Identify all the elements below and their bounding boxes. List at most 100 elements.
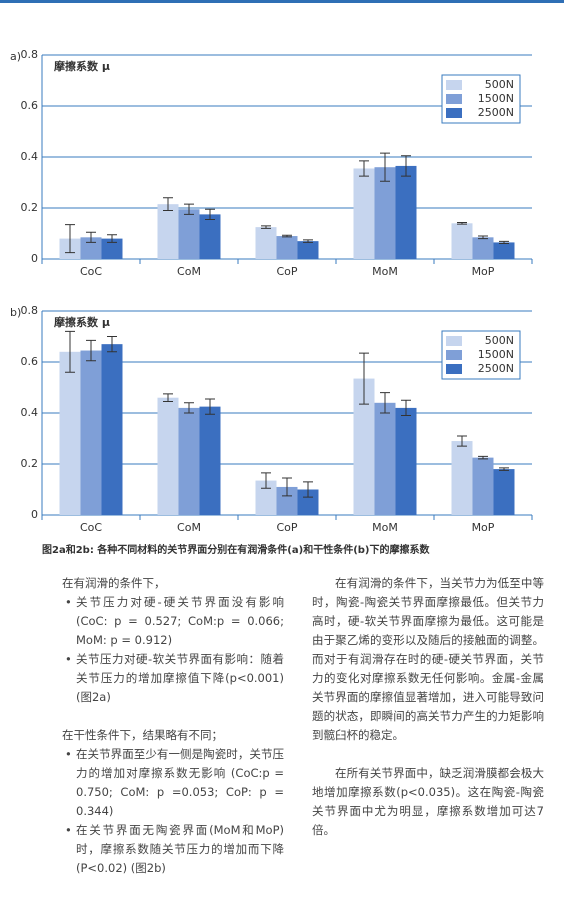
error-bar bbox=[282, 234, 292, 238]
error-bar bbox=[205, 398, 215, 415]
x-tick-label: CoM bbox=[177, 265, 201, 278]
paragraph: 在所有关节界面中，缺乏润滑膜都会极大地增加摩擦系数(p<0.035)。这在陶瓷-… bbox=[312, 766, 544, 837]
bar bbox=[493, 242, 515, 259]
bar bbox=[101, 238, 123, 259]
bar bbox=[80, 350, 102, 515]
legend-label: 1500N bbox=[478, 92, 514, 105]
bar bbox=[80, 237, 102, 259]
bar bbox=[59, 351, 81, 515]
error-bar bbox=[86, 231, 96, 243]
bar bbox=[374, 402, 396, 515]
x-tick-label: CoP bbox=[276, 265, 297, 278]
error-bar bbox=[107, 234, 117, 243]
legend-label: 500N bbox=[485, 334, 514, 347]
y-tick-label: 0.2 bbox=[21, 201, 39, 214]
error-bar bbox=[163, 197, 173, 212]
legend-swatch bbox=[446, 80, 462, 90]
bar bbox=[157, 397, 179, 515]
error-bar bbox=[303, 239, 313, 243]
error-bar bbox=[457, 435, 467, 447]
error-bar bbox=[65, 224, 75, 254]
error-bar bbox=[380, 152, 390, 182]
bar bbox=[395, 407, 417, 515]
bar bbox=[101, 344, 123, 515]
bar bbox=[353, 168, 375, 259]
x-tick-label: CoC bbox=[80, 521, 102, 534]
x-tick-label: MoP bbox=[472, 521, 495, 534]
bullet: 在关节界面无陶瓷界面(MoM和MoP)时，摩擦系数随关节压力的增加而下降(P<0… bbox=[65, 821, 284, 878]
x-tick-label: MoM bbox=[372, 265, 398, 278]
y-tick-label: 0 bbox=[31, 508, 38, 521]
y-axis-label: 摩擦系数 μ bbox=[54, 315, 110, 329]
x-tick-label: CoM bbox=[177, 521, 201, 534]
bar bbox=[255, 227, 277, 259]
bar bbox=[276, 486, 298, 515]
x-tick-label: MoP bbox=[472, 265, 495, 278]
bar bbox=[374, 167, 396, 259]
bar bbox=[157, 204, 179, 259]
error-bar bbox=[184, 402, 194, 414]
legend-label: 1500N bbox=[478, 348, 514, 361]
x-tick-label: CoC bbox=[80, 265, 102, 278]
bullet: 在关节界面至少有一侧是陶瓷时，关节压力的增加对摩擦系数无影响 (CoC:p = … bbox=[65, 745, 284, 821]
y-tick-label: 0.4 bbox=[21, 150, 39, 163]
error-bar bbox=[86, 339, 96, 362]
caption: 图2a和2b: 各种不同材料的关节界面分别在有润滑条件(a)和干性条件(b)下的… bbox=[42, 545, 430, 556]
paragraph: 在干性条件下，结果略有不同； bbox=[62, 728, 223, 742]
y-axis-label: 摩擦系数 μ bbox=[54, 59, 110, 73]
bar bbox=[297, 241, 319, 259]
error-bar bbox=[359, 160, 369, 177]
bar bbox=[451, 223, 473, 259]
y-tick-label: 0 bbox=[31, 252, 38, 265]
y-tick-label: 0.8 bbox=[21, 48, 39, 61]
left-column: 在有润滑的条件下， 关节压力对硬-硬关节界面没有影响 (CoC: p = 0.5… bbox=[62, 574, 284, 878]
error-bar bbox=[380, 392, 390, 414]
error-bar bbox=[184, 203, 194, 215]
error-bar bbox=[499, 240, 509, 244]
legend-swatch bbox=[446, 364, 462, 374]
error-bar bbox=[163, 393, 173, 403]
bullet-list: 在关节界面至少有一侧是陶瓷时，关节压力的增加对摩擦系数无影响 (CoC:p = … bbox=[62, 745, 284, 878]
bar bbox=[297, 489, 319, 515]
error-bar bbox=[359, 352, 369, 405]
paragraph: 在有润滑的条件下， bbox=[62, 576, 166, 590]
bar bbox=[199, 214, 221, 259]
bar bbox=[472, 457, 494, 515]
bar bbox=[472, 237, 494, 259]
panel-label: b) bbox=[10, 306, 21, 319]
error-bar bbox=[401, 155, 411, 177]
error-bar bbox=[478, 455, 488, 460]
bar bbox=[395, 165, 417, 259]
panel-label: a) bbox=[10, 50, 21, 63]
bar bbox=[493, 469, 515, 515]
legend-swatch bbox=[446, 350, 462, 360]
legend-label: 500N bbox=[485, 78, 514, 91]
paragraph: 在有润滑的条件下，当关节力为低至中等时，陶瓷-陶瓷关节界面摩擦最低。但关节力高时… bbox=[312, 576, 544, 742]
y-tick-label: 0.6 bbox=[21, 99, 39, 112]
bar bbox=[178, 209, 200, 259]
top-rule bbox=[0, 0, 564, 3]
bullet: 关节压力对硬-硬关节界面没有影响 (CoC: p = 0.527; CoM:p … bbox=[65, 593, 284, 650]
y-tick-label: 0.2 bbox=[21, 457, 39, 470]
bar bbox=[178, 407, 200, 515]
x-tick-label: CoP bbox=[276, 521, 297, 534]
error-bar bbox=[261, 225, 271, 229]
y-tick-label: 0.6 bbox=[21, 355, 39, 368]
bullet: 关节压力对硬-软关节界面有影响：随着关节压力的增加摩擦值下降(p<0.001) … bbox=[65, 650, 284, 707]
error-bar bbox=[478, 235, 488, 240]
error-bar bbox=[401, 399, 411, 417]
legend-label: 2500N bbox=[478, 106, 514, 119]
error-bar bbox=[107, 336, 117, 353]
bullet-list: 关节压力对硬-硬关节界面没有影响 (CoC: p = 0.527; CoM:p … bbox=[62, 593, 284, 707]
bar bbox=[353, 378, 375, 515]
legend-swatch bbox=[446, 94, 462, 104]
error-bar bbox=[261, 472, 271, 489]
error-bar bbox=[65, 330, 75, 373]
legend-swatch bbox=[446, 108, 462, 118]
charts: a) 0 0.2 0.4 0.6 0.8 摩擦系数 μ CoC CoM CoP MoM MoP 500N… bbox=[0, 0, 564, 534]
error-bar bbox=[499, 467, 509, 471]
error-bar bbox=[457, 222, 467, 225]
error-bar bbox=[282, 477, 292, 497]
y-tick-label: 0.8 bbox=[21, 304, 39, 317]
